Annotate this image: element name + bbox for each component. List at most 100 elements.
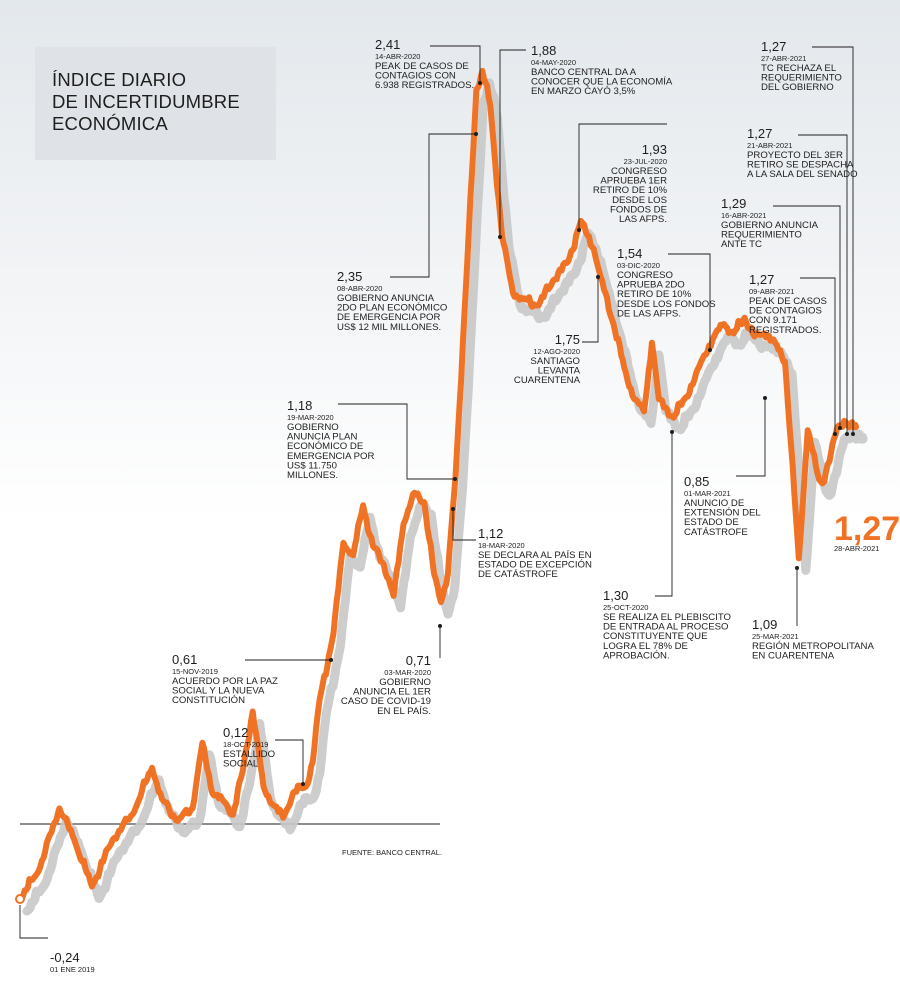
annotation-leader-4	[338, 403, 455, 480]
annotation-text-14-3: ESTADO DE	[684, 517, 739, 528]
annotation-text-5-3: CASO DE COVID-19	[341, 696, 431, 707]
annotation-date-8: 14-ABR-2020	[375, 52, 420, 61]
annotation-leader-9	[499, 49, 526, 237]
series-line	[17, 67, 859, 902]
annotation-text-13-3: CONSTITUYENTE QUE	[603, 631, 707, 642]
annotation-text-12-4: DESDE LOS FONDOS	[617, 299, 716, 310]
annotation-text-19-1: TC RECHAZA EL	[761, 63, 837, 74]
annotation-text-9-2: CONOCER QUE LA ECONOMÍA	[531, 77, 673, 88]
annotation-text-4-4: EMERGENCIA POR	[287, 451, 374, 462]
annotation-text-10-1: CONGRESO	[611, 166, 667, 177]
annotation-text-15-2: EN CUARENTENA	[752, 651, 835, 662]
annotation-value-3: 0,61	[172, 652, 197, 667]
annotation-date-3: 15-NOV-2019	[172, 667, 218, 676]
annotation-text-11-3: CUARENTENA	[514, 375, 581, 386]
start-marker	[15, 894, 25, 904]
annotation-text-5-1: GOBIERNO	[379, 677, 431, 688]
annotation-text-10-3: RETIRO DE 10%	[593, 185, 668, 196]
annotation-text-10-5: FONDOS DE	[610, 204, 667, 215]
annotation-text-4-1: GOBIERNO	[287, 422, 339, 433]
annotation-text-18-3: A LA SALA DEL SENADO	[747, 169, 858, 180]
annotation-marker-15	[795, 566, 799, 570]
annotation-leader-18	[798, 134, 848, 434]
annotation-text-10-6: LAS AFPS.	[619, 214, 667, 225]
annotation-text-10-4: DESDE LOS	[612, 195, 667, 206]
annotation-text-4-3: ECONÓMICO DE	[287, 441, 363, 452]
annotation-text-7-3: DE EMERGENCIA POR	[337, 312, 440, 323]
annotation-marker-7	[474, 132, 478, 136]
annotation-text-5-4: EN EL PAÍS.	[377, 706, 431, 717]
annotation-marker-13	[670, 430, 674, 434]
annotation-date-12: 03-DIC-2020	[617, 261, 660, 270]
annotation-text-2-1: ESTALLIDO	[223, 749, 275, 760]
annotation-value-14: 0,85	[684, 474, 709, 489]
end-value: 1,27	[834, 510, 900, 548]
annotation-text-16-1: PEAK DE CASOS	[749, 296, 827, 307]
end-date: 28-ABR-2021	[834, 544, 879, 553]
annotation-date-14: 01-MAR-2021	[684, 489, 731, 498]
annotation-leader-13	[655, 432, 673, 597]
annotation-text-6-1: SE DECLARA AL PAÍS EN	[478, 550, 592, 561]
annotation-text-13-1: SE REALIZA EL PLEBISCITO	[603, 612, 731, 623]
annotation-date-1: 01 ENE 2019	[50, 965, 95, 974]
annotation-text-16-4: REGISTRADOS.	[749, 325, 822, 336]
annotation-value-16: 1,27	[749, 272, 774, 287]
annotation-text-18-2: RETIRO SE DESPACHA	[747, 160, 854, 171]
annotation-text-3-1: ACUERDO POR LA PAZ	[172, 676, 278, 687]
annotation-value-17: 1,29	[721, 196, 746, 211]
annotation-value-12: 1,54	[617, 246, 642, 261]
annotation-text-19-2: REQUERIMIENTO	[761, 73, 842, 84]
annotation-marker-10	[577, 228, 581, 232]
annotation-text-9-3: EN MARZO CAYÓ 3,5%	[531, 86, 636, 97]
annotation-marker-5	[438, 624, 442, 628]
annotation-date-4: 19-MAR-2020	[287, 413, 334, 422]
annotation-text-8-2: CONTAGIOS CON	[375, 71, 456, 82]
annotation-marker-18	[845, 432, 849, 436]
annotation-text-4-5: US$ 11.750	[287, 460, 337, 471]
annotation-text-16-3: CON 9.171	[749, 315, 797, 326]
annotation-text-14-1: ANUNCIO DE	[684, 498, 744, 509]
annotation-leader-12	[668, 253, 711, 350]
annotation-date-10: 23-JUL-2020	[624, 157, 667, 166]
annotation-value-4: 1,18	[287, 398, 312, 413]
annotation-text-2-2: SOCIAL	[223, 759, 259, 770]
title-line-3: ECONÓMICA	[52, 113, 168, 134]
annotation-text-17-1: GOBIERNO ANUNCIA	[721, 220, 819, 231]
annotation-marker-12	[708, 348, 712, 352]
annotation-date-11: 12-AGO-2020	[533, 347, 580, 356]
annotation-marker-17	[838, 426, 842, 430]
annotation-value-5: 0,71	[406, 653, 431, 668]
annotation-value-19: 1,27	[761, 39, 786, 54]
annotation-text-3-3: CONSTITUCIÓN	[172, 695, 245, 706]
source-text: FUENTE: BANCO CENTRAL.	[342, 848, 442, 857]
annotation-value-6: 1,12	[478, 526, 503, 541]
annotation-text-18-1: PROYECTO DEL 3ER	[747, 150, 843, 161]
annotation-text-4-6: MILLONES.	[287, 470, 338, 481]
annotation-text-13-2: DE ENTRADA AL PROCESO	[603, 622, 728, 633]
annotation-text-17-3: ANTE TC	[721, 239, 762, 250]
annotation-value-1: -0,24	[50, 950, 80, 965]
annotation-text-7-4: US$ 12 MIL MILLONES.	[337, 322, 441, 333]
annotation-date-13: 25-OCT-2020	[603, 603, 648, 612]
annotation-marker-3	[329, 658, 333, 662]
annotation-text-7-2: 2DO PLAN ECONÓMICO	[337, 303, 447, 314]
annotation-leader-11	[582, 277, 599, 343]
title-box: ÍNDICE DIARIO DE INCERTIDUMBRE ECONÓMICA	[35, 47, 276, 160]
annotation-date-17: 16-ABR-2021	[721, 211, 766, 220]
annotation-date-15: 25-MAR-2021	[752, 632, 799, 641]
annotation-text-4-2: ANUNCIA PLAN	[287, 432, 357, 443]
annotation-marker-9	[498, 235, 502, 239]
annotation-text-12-1: CONGRESO	[617, 270, 673, 281]
annotation-text-9-1: BANCO CENTRAL DA A	[531, 67, 637, 78]
annotation-value-8: 2,41	[375, 37, 400, 52]
annotation-date-19: 27-ABR-2021	[761, 54, 806, 63]
annotation-text-12-2: APRUEBA 2DO	[617, 280, 685, 291]
annotation-value-10: 1,93	[642, 142, 667, 157]
annotation-text-12-3: RETIRO DE 10%	[617, 289, 692, 300]
title-line-1: ÍNDICE DIARIO	[52, 69, 187, 90]
annotation-marker-8	[478, 81, 482, 85]
annotation-text-11-2: LEVANTA	[538, 366, 581, 377]
annotation-value-11: 1,75	[555, 332, 580, 347]
annotation-date-16: 09-ABR-2021	[749, 287, 794, 296]
